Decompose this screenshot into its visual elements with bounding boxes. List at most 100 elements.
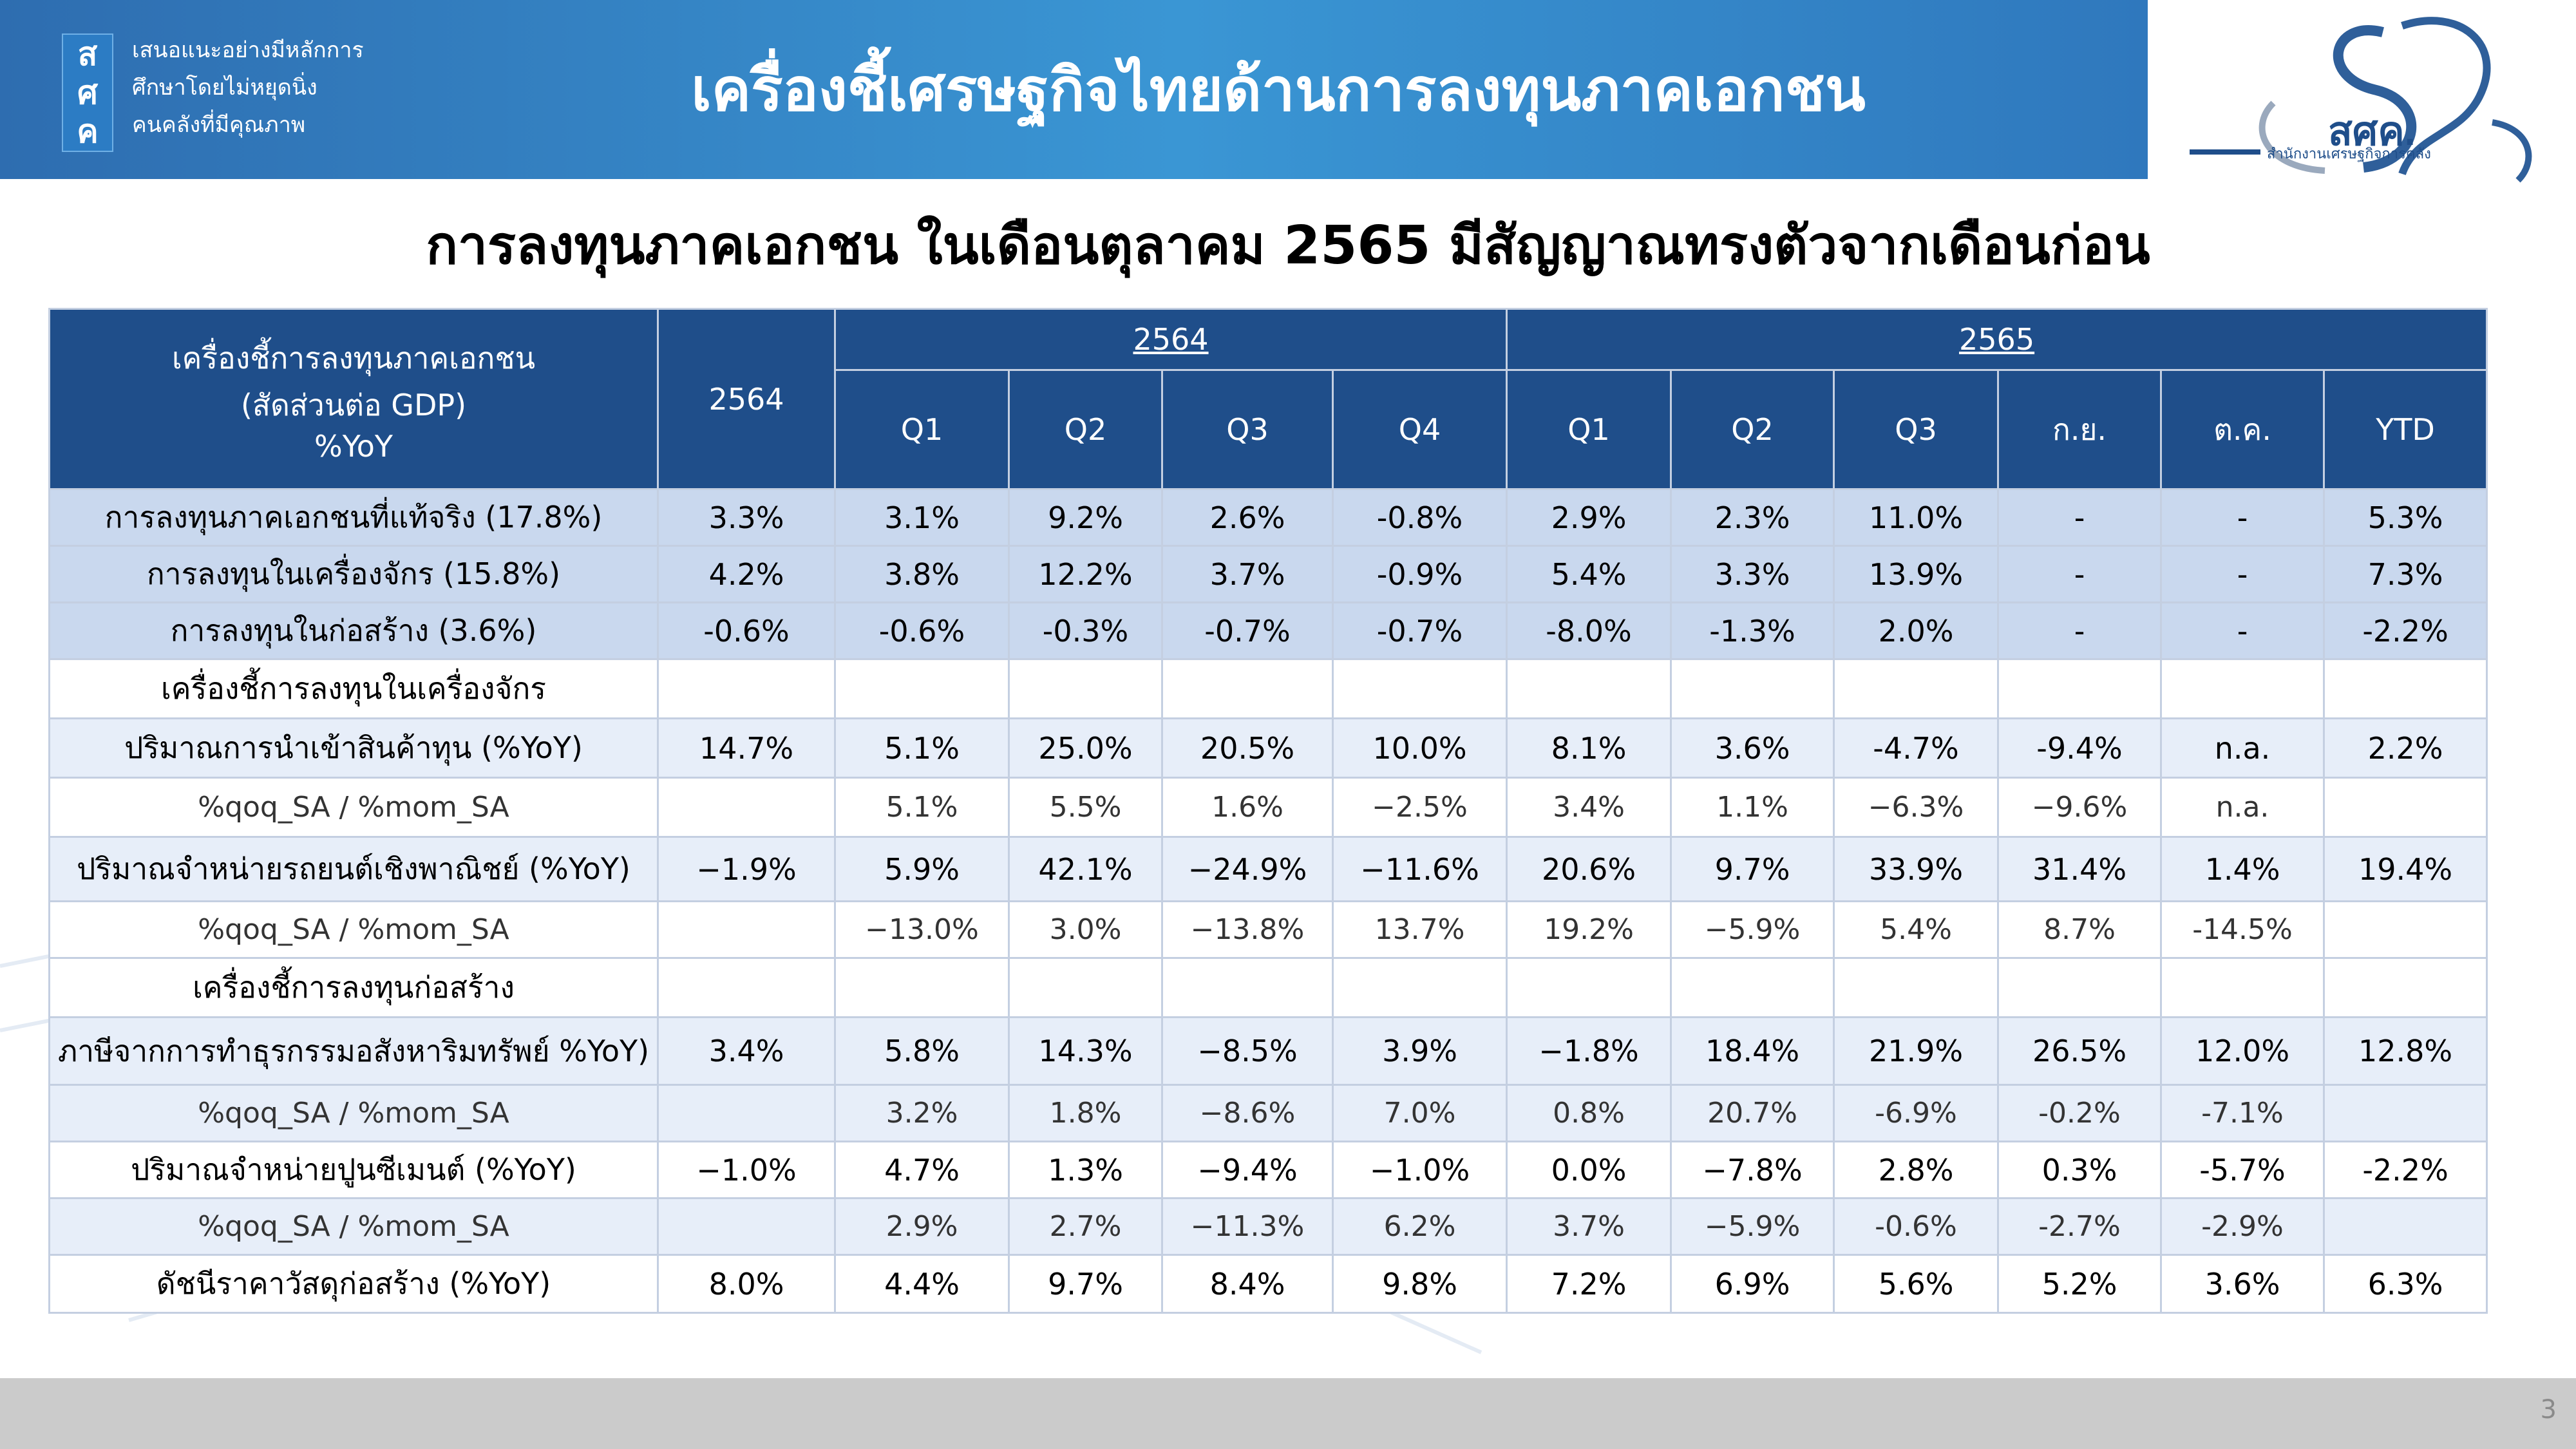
- header-annual-2564: 2564: [657, 308, 836, 490]
- table-cell: 9.8%: [1331, 1254, 1508, 1314]
- table-cell: -6.9%: [1833, 1084, 2000, 1142]
- table-cell: 13.7%: [1331, 900, 1508, 959]
- header-col: ก.ย.: [1997, 369, 2163, 490]
- header-col: Q1: [1506, 369, 1672, 490]
- table-row: %qoq_SA / %mom_SA 2.9% 2.7% −11.3% 6.2% 3.7% −…: [48, 1197, 2488, 1256]
- table-cell: −1.8%: [1506, 1016, 1672, 1086]
- table-cell: 5.3%: [2323, 488, 2488, 547]
- header-label-line-1: เครื่องชี้การลงทุนภาคเอกชน: [171, 340, 536, 375]
- table-row: ภาษีจากการทำธุรกรรมอสังหาริมทรัพย์ %YoY)…: [48, 1016, 2488, 1086]
- table-cell: 11.0%: [1833, 488, 2000, 547]
- table-cell: [1670, 658, 1835, 719]
- table-cell: 0.0%: [1506, 1141, 1672, 1199]
- header-col: Q1: [834, 369, 1010, 490]
- table-cell: [1008, 658, 1163, 719]
- table-cell: [1161, 658, 1334, 719]
- table-cell: -: [1997, 601, 2163, 660]
- table-cell: 14.7%: [657, 717, 836, 779]
- table-row: %qoq_SA / %mom_SA 3.2% 1.8% −8.6% 7.0% 0.8% 20…: [48, 1084, 2488, 1142]
- header-col: Q3: [1833, 369, 2000, 490]
- table-cell: -0.8%: [1331, 488, 1508, 547]
- table-cell: [2160, 957, 2325, 1018]
- page-number: 3: [2540, 1395, 2557, 1425]
- table-row: เครื่องชี้การลงทุนก่อสร้าง: [48, 957, 2488, 1018]
- table-cell: [657, 1084, 836, 1142]
- table-cell: −24.9%: [1161, 836, 1334, 902]
- row-label: ภาษีจากการทำธุรกรรมอสังหาริมทรัพย์ %YoY): [48, 1016, 659, 1086]
- row-label: %qoq_SA / %mom_SA: [48, 900, 659, 959]
- table-cell: -0.6%: [834, 601, 1010, 660]
- table-row: ปริมาณจำหน่ายปูนซีเมนต์ (%YoY) −1.0% 4.7% 1…: [48, 1141, 2488, 1199]
- table-cell: -: [2160, 601, 2325, 660]
- table-cell: 1.6%: [1161, 777, 1334, 838]
- table-cell: [834, 658, 1010, 719]
- table-cell: [1997, 957, 2163, 1018]
- table-row: เครื่องชี้การลงทุนในเครื่องจักร: [48, 658, 2488, 719]
- table-cell: −5.9%: [1670, 1197, 1835, 1256]
- header-col: Q4: [1331, 369, 1508, 490]
- table-cell: 10.0%: [1331, 717, 1508, 779]
- table-cell: 5.8%: [834, 1016, 1010, 1086]
- table-cell: 20.5%: [1161, 717, 1334, 779]
- logo-char-2: ศ: [77, 74, 98, 111]
- table-cell: 3.7%: [1161, 545, 1334, 603]
- table-cell: [2323, 1197, 2488, 1256]
- table-cell: 3.7%: [1506, 1197, 1672, 1256]
- table-cell: −9.6%: [1997, 777, 2163, 838]
- row-label: ปริมาณการนำเข้าสินค้าทุน (%YoY): [48, 717, 659, 779]
- table-cell: [2323, 957, 2488, 1018]
- table-cell: [1331, 658, 1508, 719]
- table-cell: [834, 957, 1010, 1018]
- header-col: Q2: [1670, 369, 1835, 490]
- table-cell: [2323, 900, 2488, 959]
- indicator-table: เครื่องชี้การลงทุนภาคเอกชน (สัดส่วนต่อ G…: [48, 308, 2488, 1314]
- table-cell: 5.1%: [834, 717, 1010, 779]
- table-cell: 7.0%: [1331, 1084, 1508, 1142]
- header-banner: ส ศ ค เสนอแนะอย่างมีหลักการ ศึกษาโดยไม่ห…: [0, 0, 2148, 179]
- table-cell: 2.6%: [1161, 488, 1334, 547]
- header-col: Q2: [1008, 369, 1163, 490]
- table-cell: 2.9%: [834, 1197, 1010, 1256]
- table-cell: 9.2%: [1008, 488, 1163, 547]
- table-cell: 6.9%: [1670, 1254, 1835, 1314]
- table-cell: -0.2%: [1997, 1084, 2163, 1142]
- table-cell: 4.7%: [834, 1141, 1010, 1199]
- table-cell: 2.0%: [1833, 601, 2000, 660]
- table-cell: 12.8%: [2323, 1016, 2488, 1086]
- table-cell: -14.5%: [2160, 900, 2325, 959]
- table-cell: 31.4%: [1997, 836, 2163, 902]
- table-row: ดัชนีราคาวัสดุก่อสร้าง (%YoY) 8.0% 4.4% 9.7…: [48, 1254, 2488, 1314]
- table-cell: 2.8%: [1833, 1141, 2000, 1199]
- table-cell: -2.9%: [2160, 1197, 2325, 1256]
- table-cell: [657, 957, 836, 1018]
- table-cell: [2323, 658, 2488, 719]
- table-cell: [657, 658, 836, 719]
- row-label: เครื่องชี้การลงทุนในเครื่องจักร: [48, 658, 659, 719]
- header-col: Q3: [1161, 369, 1334, 490]
- table-cell: 5.4%: [1833, 900, 2000, 959]
- table-cell: −13.8%: [1161, 900, 1334, 959]
- row-label: ดัชนีราคาวัสดุก่อสร้าง (%YoY): [48, 1254, 659, 1314]
- table-cell: 21.9%: [1833, 1016, 2000, 1086]
- table-cell: 14.3%: [1008, 1016, 1163, 1086]
- header-col: ต.ค.: [2160, 369, 2325, 490]
- table-row: ปริมาณจำหน่ายรถยนต์เชิงพาณิชย์ (%YoY) −1.…: [48, 836, 2488, 902]
- table-cell: 42.1%: [1008, 836, 1163, 902]
- table-cell: 2.3%: [1670, 488, 1835, 547]
- table-row: %qoq_SA / %mom_SA −13.0% 3.0% −13.8% 13.7% 19…: [48, 900, 2488, 959]
- table-cell: 1.4%: [2160, 836, 2325, 902]
- table-cell: −7.8%: [1670, 1141, 1835, 1199]
- table-cell: 3.6%: [1670, 717, 1835, 779]
- table-cell: -2.7%: [1997, 1197, 2163, 1256]
- table-cell: -7.1%: [2160, 1084, 2325, 1142]
- table-cell: 3.2%: [834, 1084, 1010, 1142]
- table-cell: -2.2%: [2323, 1141, 2488, 1199]
- table-cell: 7.2%: [1506, 1254, 1672, 1314]
- table-cell: −2.5%: [1331, 777, 1508, 838]
- table-cell: 2.2%: [2323, 717, 2488, 779]
- table-cell: -0.3%: [1008, 601, 1163, 660]
- fpo-logo-subtext: สำนักงานเศรษฐกิจการคลัง: [2267, 146, 2431, 162]
- table-cell: 19.4%: [2323, 836, 2488, 902]
- table-cell: [1506, 957, 1672, 1018]
- logo-char-1: ส: [77, 35, 98, 73]
